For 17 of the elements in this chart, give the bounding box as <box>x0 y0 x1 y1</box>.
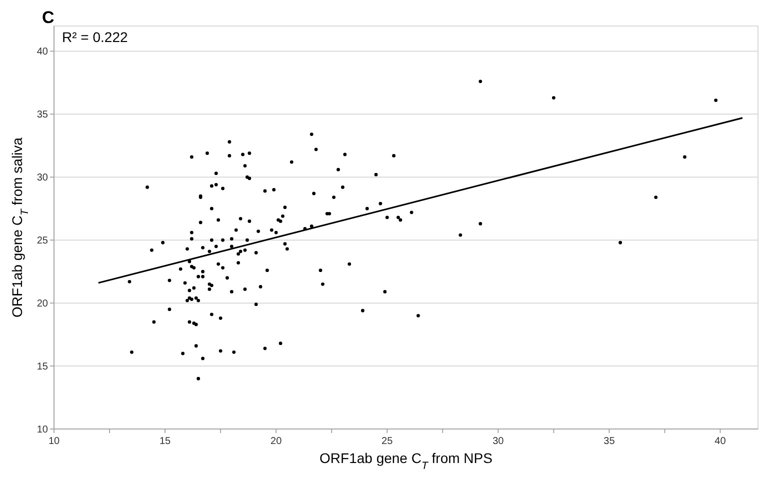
x-tick-label: 15 <box>159 436 172 447</box>
y-tick-label: 30 <box>36 172 48 184</box>
x-tick-label: 10 <box>48 436 60 447</box>
y-tick-label: 15 <box>36 362 48 373</box>
x-tick-label: 20 <box>270 436 282 447</box>
x-tick-label: 40 <box>714 436 726 447</box>
x-tick-label: 30 <box>492 436 504 447</box>
chart-title: C <box>42 8 54 27</box>
x-tick-label: 25 <box>382 436 394 447</box>
y-tick-label: 20 <box>36 298 48 310</box>
y-tick-label: 10 <box>36 424 48 436</box>
y-tick-label: 40 <box>36 46 48 58</box>
y-tick-label: 35 <box>36 110 48 121</box>
x-axis-title: ORF1ab gene C$_{T}$ from NPS <box>320 450 492 472</box>
annotation: R² = 0.222 <box>62 29 128 45</box>
y-tick-label: 25 <box>36 236 48 247</box>
x-tick-label: 35 <box>604 436 616 447</box>
